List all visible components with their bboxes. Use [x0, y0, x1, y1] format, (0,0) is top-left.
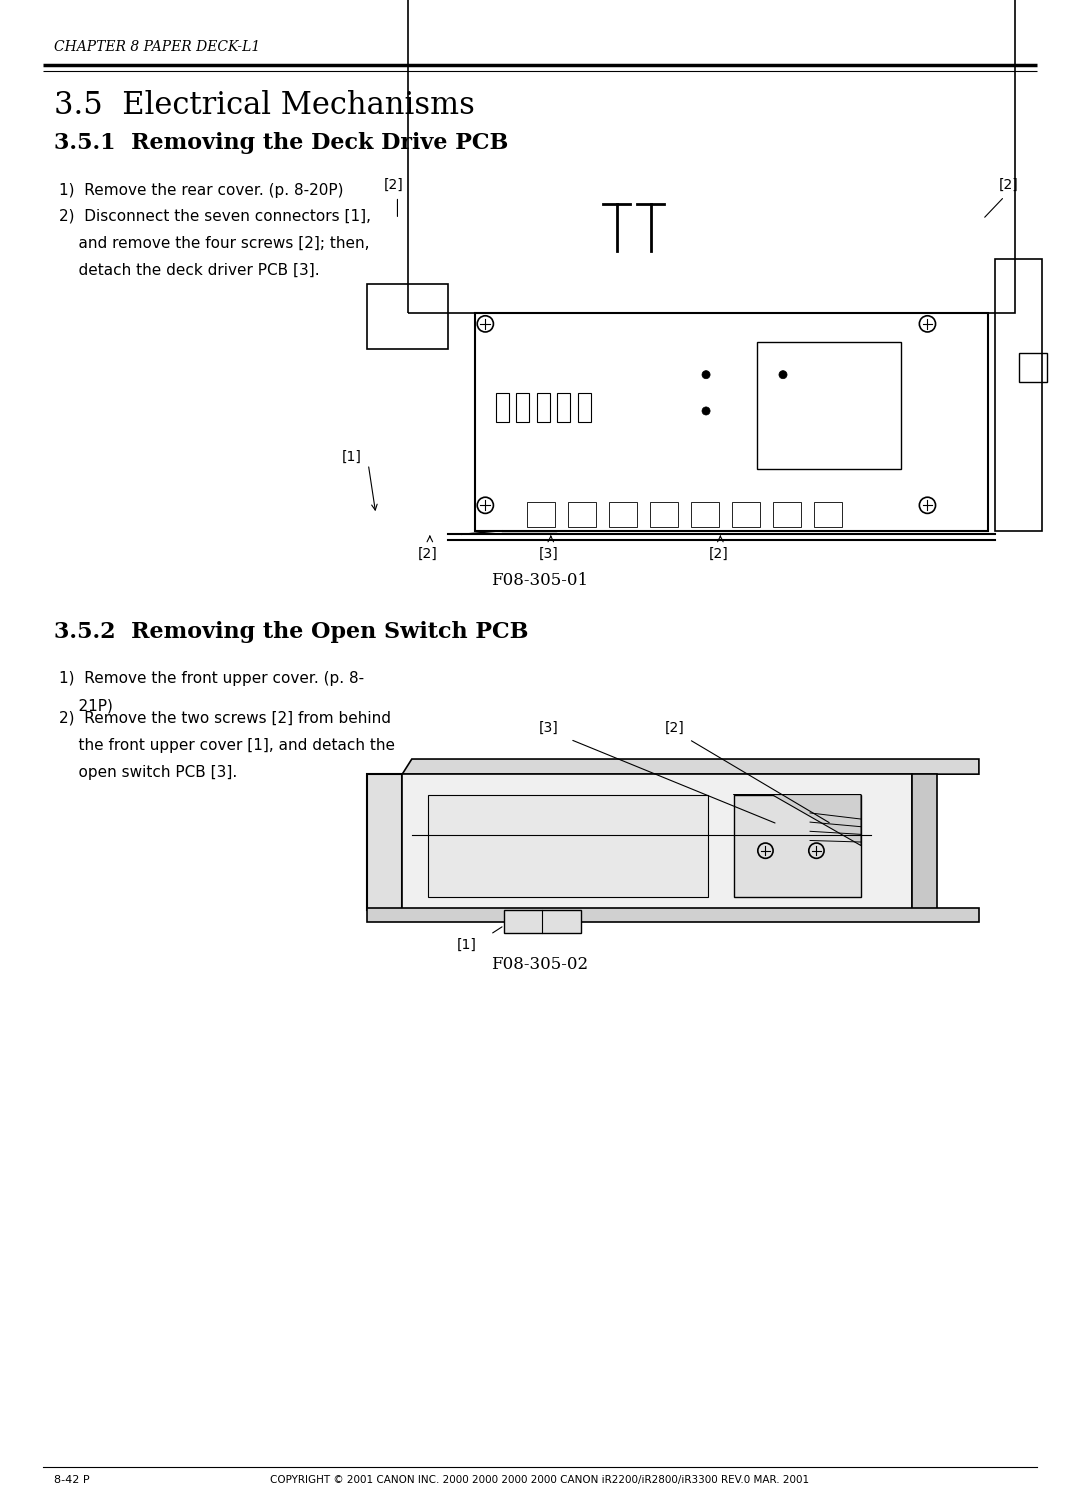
Bar — [757, 342, 901, 469]
Bar — [504, 910, 581, 933]
Text: CHAPTER 8 PAPER DECK-L1: CHAPTER 8 PAPER DECK-L1 — [54, 39, 260, 53]
Bar — [367, 909, 978, 921]
Bar — [408, 0, 1015, 313]
Bar — [995, 259, 1042, 531]
Bar — [557, 393, 570, 422]
Bar — [773, 502, 801, 528]
Bar — [568, 502, 596, 528]
Bar — [367, 284, 448, 349]
Bar — [650, 502, 678, 528]
Text: [2]: [2] — [383, 177, 403, 192]
Text: [1]: [1] — [457, 937, 476, 951]
Text: [1]: [1] — [341, 449, 361, 464]
Polygon shape — [402, 759, 978, 774]
Text: 21P): 21P) — [59, 699, 113, 714]
Bar — [537, 393, 550, 422]
Bar — [733, 795, 861, 897]
Text: [2]: [2] — [999, 177, 1018, 192]
Bar — [496, 393, 509, 422]
Text: F08-305-02: F08-305-02 — [491, 956, 589, 972]
Text: the front upper cover [1], and detach the: the front upper cover [1], and detach th… — [59, 738, 395, 753]
Text: [3]: [3] — [539, 721, 558, 735]
Text: 2)  Disconnect the seven connectors [1],: 2) Disconnect the seven connectors [1], — [59, 209, 372, 224]
Bar — [578, 393, 591, 422]
Bar — [428, 795, 708, 897]
Text: 1)  Remove the front upper cover. (p. 8-: 1) Remove the front upper cover. (p. 8- — [59, 671, 365, 686]
Text: open switch PCB [3].: open switch PCB [3]. — [59, 765, 238, 780]
Text: 3.5.1  Removing the Deck Drive PCB: 3.5.1 Removing the Deck Drive PCB — [54, 132, 509, 154]
Circle shape — [702, 370, 711, 378]
Text: 3.5.2  Removing the Open Switch PCB: 3.5.2 Removing the Open Switch PCB — [54, 620, 528, 643]
Text: 1)  Remove the rear cover. (p. 8-20P): 1) Remove the rear cover. (p. 8-20P) — [59, 183, 343, 198]
Bar — [516, 393, 529, 422]
Bar — [609, 502, 637, 528]
Text: 8-42 P: 8-42 P — [54, 1474, 90, 1485]
Text: [2]: [2] — [708, 547, 728, 561]
Bar — [402, 774, 912, 910]
Bar — [527, 502, 555, 528]
Bar — [475, 313, 988, 531]
Bar — [814, 502, 842, 528]
Bar — [912, 774, 937, 910]
Text: COPYRIGHT © 2001 CANON INC. 2000 2000 2000 2000 CANON iR2200/iR2800/iR3300 REV.0: COPYRIGHT © 2001 CANON INC. 2000 2000 20… — [270, 1474, 810, 1485]
Circle shape — [702, 407, 711, 414]
Circle shape — [779, 370, 787, 378]
Polygon shape — [733, 795, 861, 845]
Bar — [367, 774, 402, 910]
Bar — [691, 502, 719, 528]
Bar — [732, 502, 760, 528]
Text: [3]: [3] — [539, 547, 558, 561]
Text: 3.5  Electrical Mechanisms: 3.5 Electrical Mechanisms — [54, 89, 475, 121]
Text: and remove the four screws [2]; then,: and remove the four screws [2]; then, — [59, 236, 369, 251]
Text: detach the deck driver PCB [3].: detach the deck driver PCB [3]. — [59, 263, 320, 278]
Text: [2]: [2] — [418, 547, 437, 561]
Bar — [1018, 352, 1047, 383]
Text: F08-305-01: F08-305-01 — [491, 572, 589, 588]
Text: 2)  Remove the two screws [2] from behind: 2) Remove the two screws [2] from behind — [59, 711, 391, 726]
Text: [2]: [2] — [665, 721, 685, 735]
